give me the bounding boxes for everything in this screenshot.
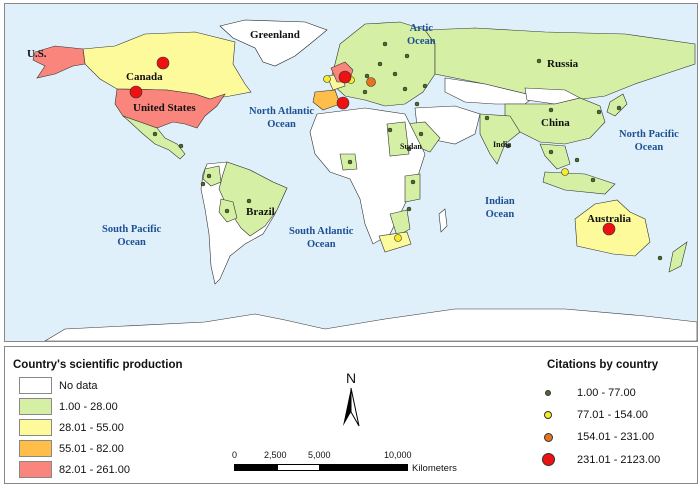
label-indian-ocean: Indian Ocean [485, 196, 515, 220]
label-china: China [541, 117, 570, 129]
label-sudan: Sudan [400, 142, 422, 151]
swatch-green [19, 398, 52, 415]
citations-legend-item: 77.01 - 154.00 [533, 409, 648, 421]
north-arrow: N [336, 370, 366, 433]
production-legend-title: Country's scientific production [13, 359, 183, 371]
legend-panel: Country's scientific production No data … [4, 346, 698, 484]
label-canada: Canada [126, 71, 163, 83]
citations-legend-item: 231.01 - 2123.00 [533, 453, 660, 466]
label-russia: Russia [547, 58, 579, 70]
dot-orange-icon [543, 432, 553, 442]
dot-small-icon [545, 390, 551, 396]
label-south-atlantic-ocean: South Atlantic Ocean [289, 226, 354, 250]
citations-legend-item: 1.00 - 77.00 [533, 387, 636, 399]
production-legend-item: 55.01 - 82.00 [19, 440, 124, 457]
swatch-red [19, 461, 52, 478]
label-australia: Australia [587, 213, 631, 225]
citations-legend-title: Citations by country [547, 359, 659, 371]
scale-tick-5000: 5,000 [308, 450, 331, 460]
label-brazil: Brazil [246, 206, 275, 218]
dot-yellow-icon [544, 411, 552, 419]
scale-tick-0: 0 [232, 450, 238, 460]
production-legend-item: No data [19, 377, 98, 394]
label-india: India [493, 140, 512, 149]
production-legend-item: 28.01 - 55.00 [19, 419, 124, 436]
scale-unit: Kilometers [412, 463, 457, 474]
production-legend-item: 82.01 - 261.00 [19, 461, 130, 478]
label-united-states: United States [133, 102, 196, 114]
scale-tick-10000: 10,000 [384, 450, 412, 460]
label-greenland: Greenland [250, 29, 300, 41]
citations-legend-item: 154.01 - 231.00 [533, 431, 654, 443]
label-south-pacific-ocean: South Pacific Ocean [102, 224, 162, 248]
swatch-yellow [19, 419, 52, 436]
production-legend-item: 1.00 - 28.00 [19, 398, 118, 415]
scale-bar-graphic [234, 464, 408, 471]
north-label: N [345, 370, 357, 386]
scale-tick-2500: 2,500 [264, 450, 287, 460]
label-arctic-ocean: Artic Ocean [407, 23, 436, 47]
label-us-alaska: U.S. [27, 48, 47, 60]
world-map-graphic [32, 19, 697, 341]
scale-bar: 0 2,500 5,000 10,000 Kilometers [232, 450, 457, 474]
swatch-orange [19, 440, 52, 457]
dot-red-icon [541, 453, 555, 466]
north-arrow-icon [343, 387, 360, 427]
swatch-no-data [19, 377, 52, 394]
label-north-atlantic-ocean: North Atlantic Ocean [249, 106, 315, 130]
world-map: U.S. Greenland Canada United States Russ… [4, 3, 698, 342]
label-north-pacific-ocean: North Pacific Ocean [619, 129, 679, 153]
